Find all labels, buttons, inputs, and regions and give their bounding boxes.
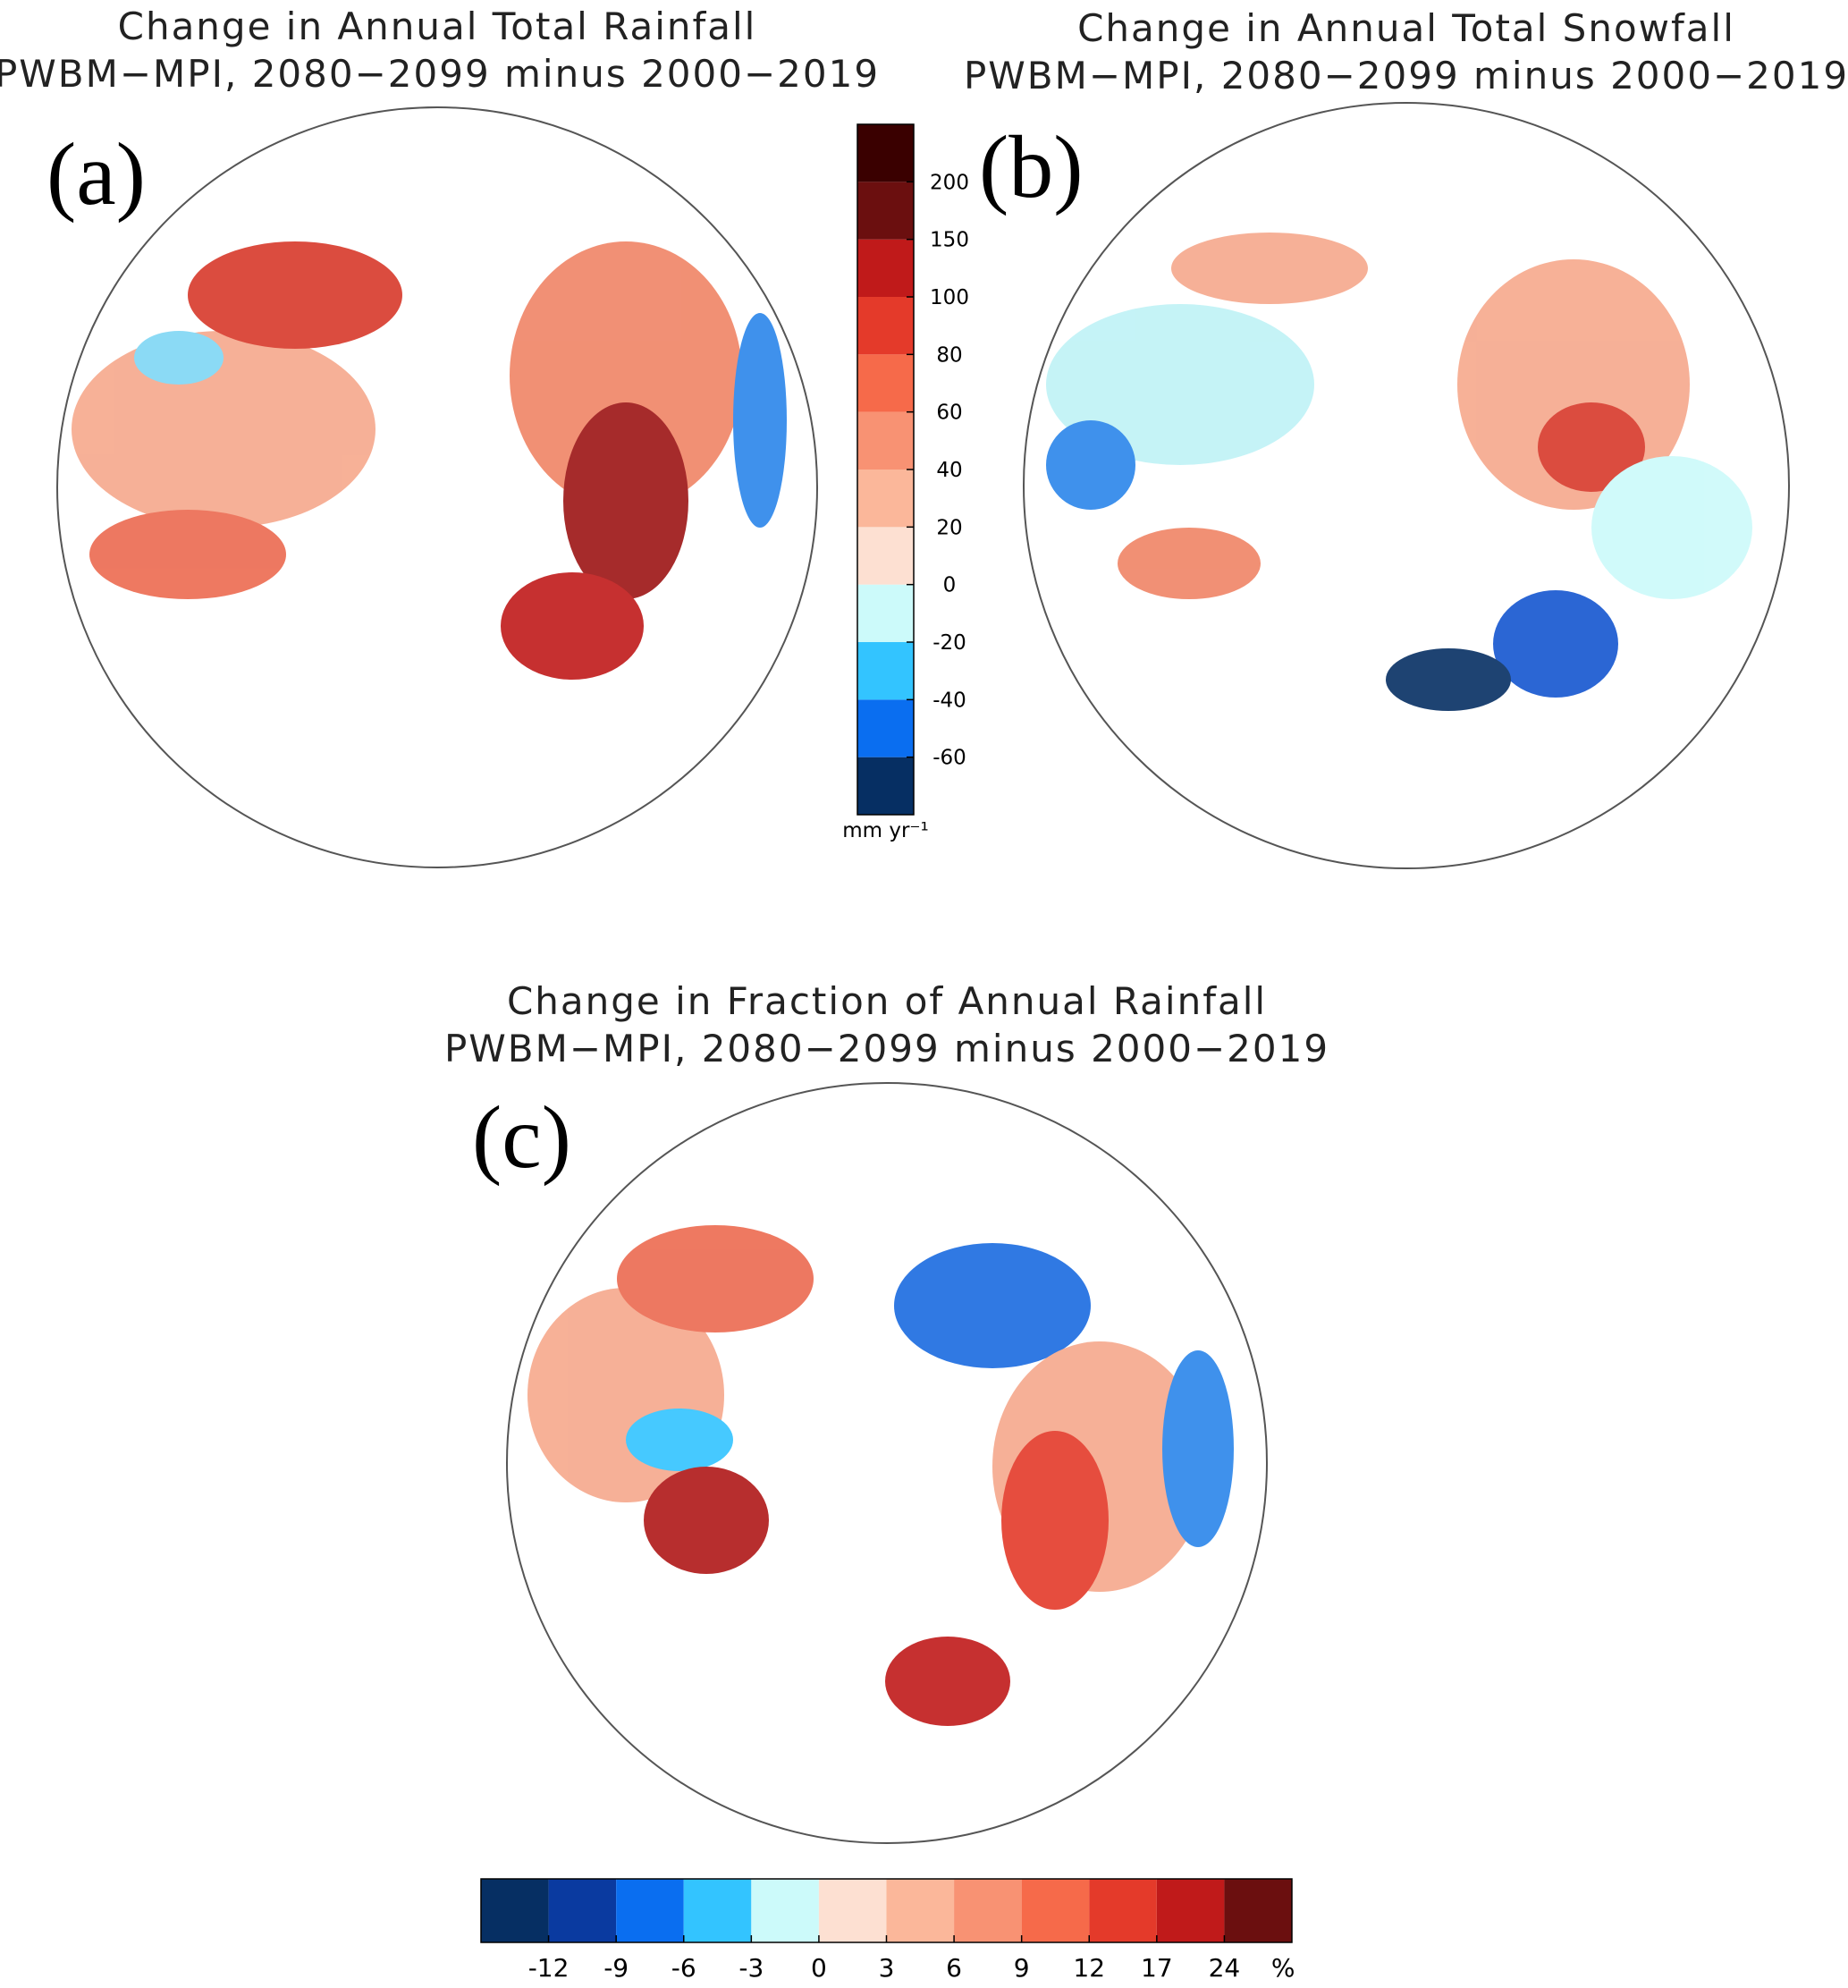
colorbar-swatch bbox=[857, 699, 914, 757]
colorbar-swatch bbox=[857, 182, 914, 240]
colorbar-swatch bbox=[1224, 1879, 1292, 1942]
colorbar-tick-label: 12 bbox=[1073, 1953, 1105, 1983]
panel-label: (a) bbox=[46, 124, 146, 224]
colorbar-swatch bbox=[857, 239, 914, 297]
colorbar-tick-label: 100 bbox=[930, 286, 969, 309]
colorbar-swatch bbox=[857, 527, 914, 585]
colorbar-tick-label: 200 bbox=[930, 171, 969, 194]
colorbar-tick-label: -3 bbox=[738, 1953, 764, 1983]
land-shading bbox=[72, 241, 787, 680]
colorbar-tick-label: 60 bbox=[936, 402, 962, 425]
panel-subtitle: PWBM−MPI, 2080−2099 minus 2000−2019 bbox=[964, 54, 1848, 97]
colorbar-tick-label: -6 bbox=[671, 1953, 696, 1983]
colorbar-tick-label: -20 bbox=[932, 631, 966, 655]
colorbar-units: mm yr⁻¹ bbox=[842, 819, 929, 842]
panel-title: Change in Fraction of Annual Rainfall bbox=[507, 979, 1267, 1023]
colorbar-tick-label: 20 bbox=[936, 516, 962, 539]
colorbar-tick-label: 17 bbox=[1141, 1953, 1173, 1983]
colorbar-swatch bbox=[954, 1879, 1022, 1942]
colorbar-swatch bbox=[857, 757, 914, 815]
colorbar-tick-label: 150 bbox=[930, 229, 969, 252]
colorbar-swatch bbox=[857, 470, 914, 528]
panel-label: (b) bbox=[979, 117, 1084, 216]
colorbar-swatch bbox=[548, 1879, 617, 1942]
colorbar-tick-label: 0 bbox=[943, 574, 957, 597]
land-shading bbox=[527, 1225, 1234, 1726]
colorbar-tick-label: 0 bbox=[811, 1953, 827, 1983]
colorbar-swatch bbox=[857, 642, 914, 700]
colorbar-tick-label: -60 bbox=[932, 747, 966, 770]
colorbar-swatch bbox=[1021, 1879, 1090, 1942]
colorbar-tick-label: 40 bbox=[936, 459, 962, 482]
colorbar-swatch bbox=[857, 411, 914, 470]
colorbar-swatch bbox=[857, 124, 914, 182]
colorbar-swatch bbox=[751, 1879, 819, 1942]
colorbar-tick-label: 24 bbox=[1209, 1953, 1241, 1983]
colorbar-tick-label: 9 bbox=[1014, 1953, 1030, 1983]
colorbar-swatch bbox=[616, 1879, 684, 1942]
colorbar-tick-label: -9 bbox=[603, 1953, 629, 1983]
panel-title: Change in Annual Total Snowfall bbox=[1077, 6, 1735, 50]
colorbar-tick-label: 6 bbox=[946, 1953, 962, 1983]
panel-subtitle: PWBM−MPI, 2080−2099 minus 2000−2019 bbox=[444, 1027, 1329, 1070]
colorbar-swatch bbox=[818, 1879, 887, 1942]
colorbar-swatch bbox=[886, 1879, 955, 1942]
colorbar-swatch bbox=[1156, 1879, 1225, 1942]
colorbar-swatch bbox=[857, 354, 914, 412]
colorbar-tick-label: 80 bbox=[936, 343, 962, 367]
colorbar-units: % bbox=[1271, 1953, 1295, 1983]
panel-title: Change in Annual Total Rainfall bbox=[118, 4, 757, 48]
colorbar-swatch bbox=[481, 1879, 549, 1942]
colorbar-tick-label: 3 bbox=[879, 1953, 895, 1983]
colorbar-tick-label: -40 bbox=[932, 689, 966, 712]
colorbar-swatch bbox=[857, 297, 914, 355]
colorbar-swatch bbox=[1089, 1879, 1157, 1942]
colorbar-swatch bbox=[683, 1879, 752, 1942]
colorbar-swatch bbox=[857, 584, 914, 642]
colorbar-tick-label: -12 bbox=[528, 1953, 570, 1983]
panel-subtitle: PWBM−MPI, 2080−2099 minus 2000−2019 bbox=[0, 52, 880, 96]
panel-label: (c) bbox=[472, 1087, 571, 1187]
land-shading bbox=[1046, 233, 1752, 711]
